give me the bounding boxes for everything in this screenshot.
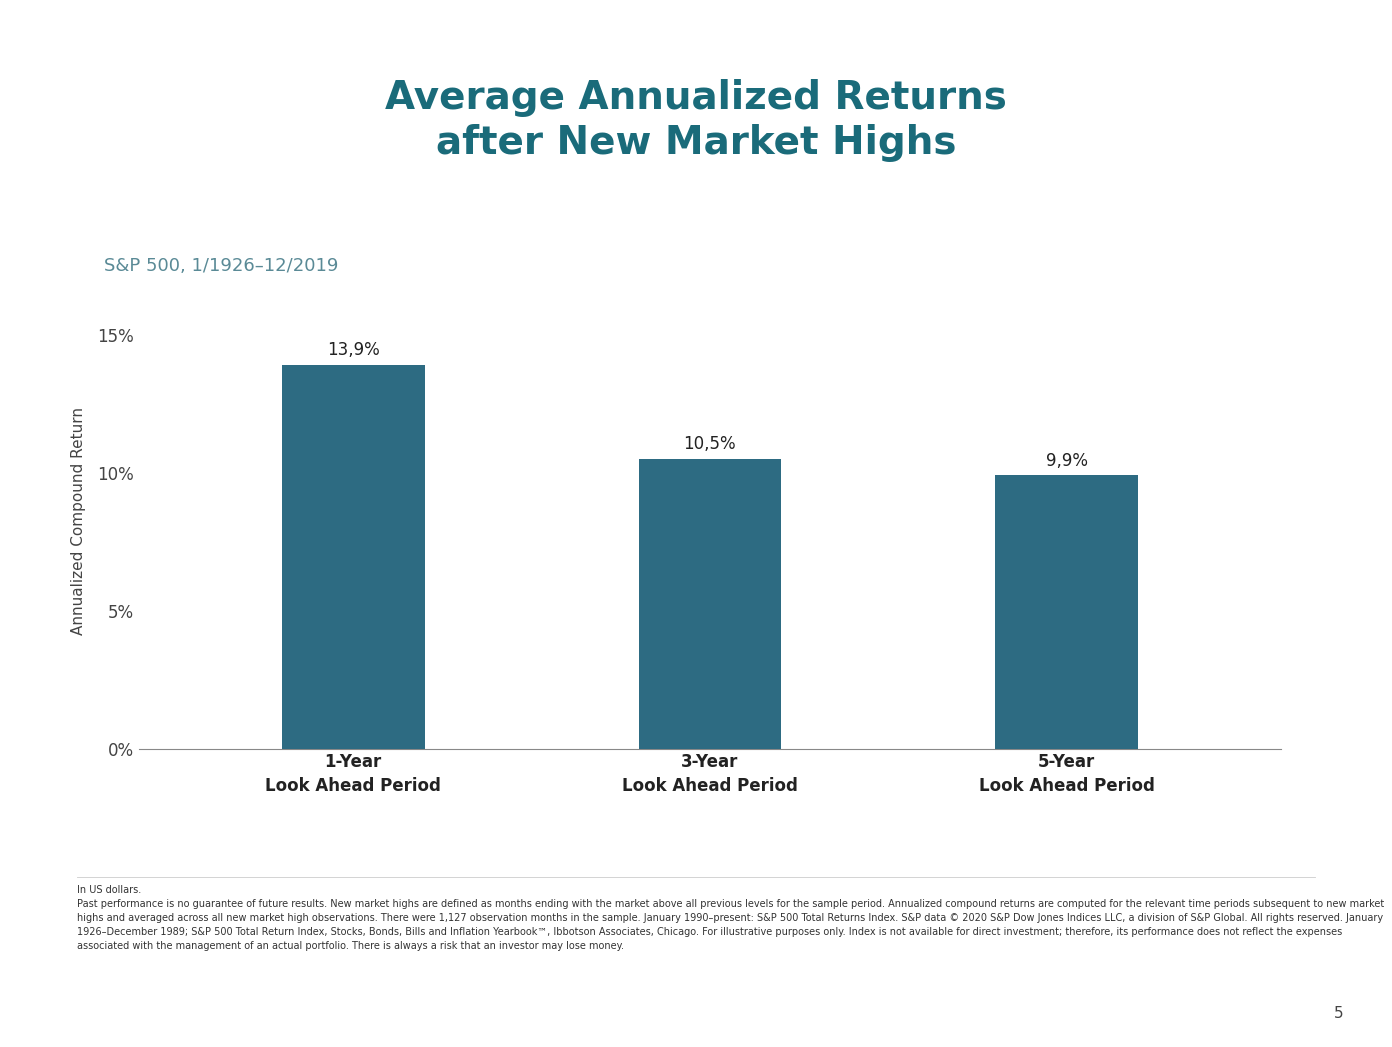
Text: 9,9%: 9,9%	[1045, 452, 1087, 470]
Text: Average Annualized Returns
after New Market Highs: Average Annualized Returns after New Mar…	[386, 79, 1006, 162]
Text: 13,9%: 13,9%	[327, 341, 380, 359]
Bar	[283, 365, 425, 749]
Text: 5: 5	[1334, 1006, 1343, 1021]
Text: 10,5%: 10,5%	[683, 436, 736, 453]
Y-axis label: Annualized Compound Return: Annualized Compound Return	[71, 407, 86, 634]
Bar	[995, 475, 1139, 749]
Text: In US dollars.
Past performance is no guarantee of future results. New market hi: In US dollars. Past performance is no gu…	[77, 885, 1384, 951]
Text: S&P 500, 1/1926–12/2019: S&P 500, 1/1926–12/2019	[104, 257, 338, 274]
Bar	[639, 459, 781, 749]
